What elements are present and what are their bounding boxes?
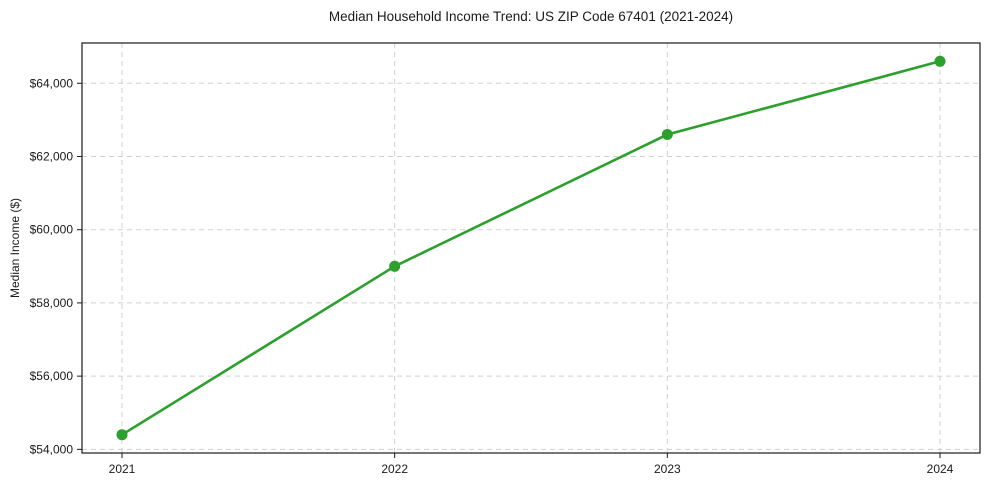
y-tick-label: $56,000	[30, 369, 74, 383]
chart-title: Median Household Income Trend: US ZIP Co…	[328, 9, 734, 24]
data-point	[661, 129, 673, 141]
data-point	[116, 429, 128, 441]
plot-border	[81, 42, 981, 454]
y-tick-label: $64,000	[30, 76, 74, 90]
y-tick-label: $58,000	[30, 296, 74, 310]
y-tick-label: $60,000	[30, 223, 74, 237]
x-tick-label: 2022	[381, 462, 408, 476]
y-axis-label: Median Income ($)	[8, 197, 22, 299]
data-point	[934, 55, 946, 67]
y-tick-label: $62,000	[30, 149, 74, 163]
x-tick-label: 2024	[927, 462, 954, 476]
data-point	[389, 260, 401, 272]
x-tick-label: 2021	[109, 462, 136, 476]
y-tick-label: $54,000	[30, 442, 74, 456]
x-tick-label: 2023	[654, 462, 681, 476]
trend-line	[120, 60, 942, 436]
